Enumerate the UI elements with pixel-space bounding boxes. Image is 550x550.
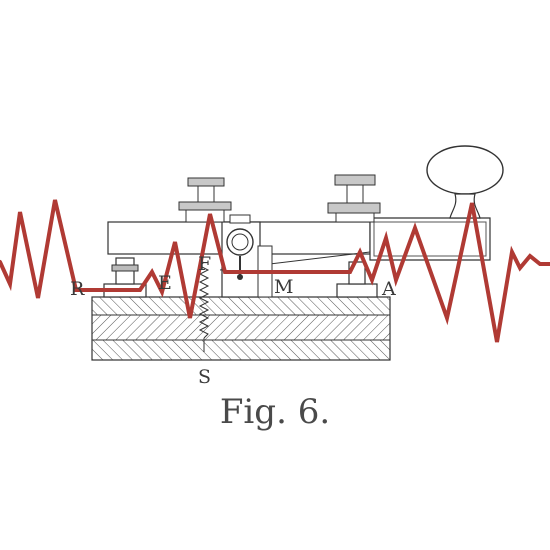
key-lever xyxy=(107,217,491,271)
label-f: F xyxy=(198,253,211,275)
left-adjustment-screw xyxy=(178,177,232,223)
label-e: E xyxy=(158,272,172,294)
label-m: M xyxy=(274,276,293,298)
label-a: A xyxy=(381,278,396,300)
spring xyxy=(198,261,210,339)
signal-wave xyxy=(0,199,550,343)
figure-caption: Fig. 6. xyxy=(220,392,330,432)
right-adjustment-screw xyxy=(327,174,381,223)
label-s: S xyxy=(198,366,211,388)
label-r: R xyxy=(70,278,85,300)
key-knob xyxy=(426,145,504,219)
base-block xyxy=(91,296,391,361)
